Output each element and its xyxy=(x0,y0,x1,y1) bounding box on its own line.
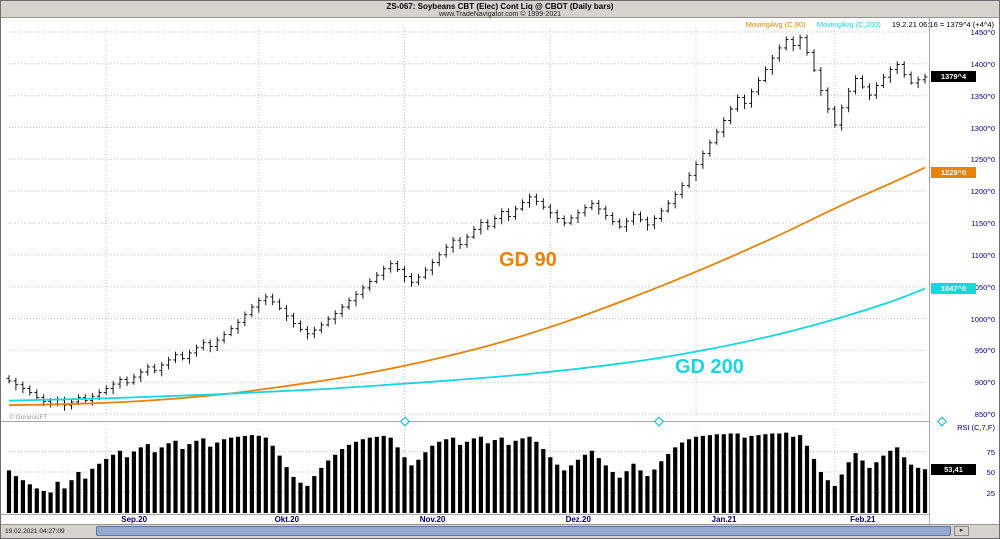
x-axis-month-label: Jan.21 xyxy=(711,515,737,524)
x-axis-month-label: Dez.20 xyxy=(565,515,591,524)
last-price-badge: 1379^4 xyxy=(931,71,976,83)
ma200-value-badge: 1047^0 xyxy=(931,283,976,295)
divider-diamond-icon[interactable] xyxy=(400,416,410,427)
rsi-histogram xyxy=(6,432,928,513)
rsi-value-badge: 53,41 xyxy=(931,463,976,475)
rsi-tick-label: 50 xyxy=(986,468,995,477)
genesis-watermark: © GenesisFT xyxy=(9,414,48,421)
horizontal-scrollbar-thumb[interactable] xyxy=(96,526,951,536)
legend: MovingAvg (C,90) MovingAvg (C,200) 19.2.… xyxy=(737,20,994,29)
x-axis-month-label: Sep.20 xyxy=(121,515,148,524)
price-tick-label: 1050^0 xyxy=(970,282,995,292)
x-axis-month-label: Okt.20 xyxy=(274,515,300,524)
price-tick-label: 1200^0 xyxy=(970,187,995,197)
price-tick-label: 1400^0 xyxy=(970,59,995,69)
rsi-tick-label: 25 xyxy=(986,488,995,498)
price-tick-label: 950^0 xyxy=(974,346,995,356)
price-tick-label: 900^0 xyxy=(974,378,995,388)
chart-header: ZS-067: Soybeans CBT (Elec) Cont Liq @ C… xyxy=(1,1,999,18)
arrow-right-icon: ▸ xyxy=(959,527,964,534)
bottom-scrollbar-area: 19.02.2021 04:27:09 ▸ xyxy=(1,524,999,538)
panel-separators xyxy=(1,18,947,526)
status-timestamp: 19.02.2021 04:27:09 xyxy=(5,528,65,535)
x-axis-month-label: Nov.20 xyxy=(419,515,446,524)
divider-diamond-icon[interactable] xyxy=(937,416,947,427)
annotation-gd200: GD 200 xyxy=(675,356,744,378)
price-bars xyxy=(6,34,928,411)
price-tick-label: 850^0 xyxy=(974,410,995,419)
price-tick-label: 1300^0 xyxy=(970,123,995,133)
price-tick-label: 1150^0 xyxy=(971,219,995,228)
price-tick-label: 1250^0 xyxy=(970,155,995,165)
legend-ma90[interactable]: MovingAvg (C,90) xyxy=(745,20,806,29)
chart-title: ZS-067: Soybeans CBT (Elec) Cont Liq @ C… xyxy=(386,2,614,11)
ma90-value-badge: 1229^0 xyxy=(931,167,976,179)
rsi-label: RSI (C,7,F) xyxy=(957,423,995,432)
price-tick-label: 1350^0 xyxy=(970,91,995,101)
rsi-tick-label: 75 xyxy=(986,447,995,457)
legend-ma200[interactable]: MovingAvg (C,200) xyxy=(816,20,881,29)
price-tick-label: 1100^0 xyxy=(971,250,995,260)
price-tick-label: 1450^0 xyxy=(970,28,995,37)
legend-quote: 19.2.21 06:16 = 1379^4 (+4^4) xyxy=(891,20,994,29)
annotation-gd90: GD 90 xyxy=(499,249,557,271)
ma200-line xyxy=(8,287,926,402)
x-axis-month-label: Feb.21 xyxy=(850,515,876,524)
scrollbar-button[interactable]: ▸ xyxy=(954,526,969,536)
chart-subtitle: www.TradeNavigator.com © 1999-2021 xyxy=(438,11,561,18)
ma90-line xyxy=(8,166,926,406)
price-tick-label: 1000^0 xyxy=(970,314,995,324)
divider-diamond-icon[interactable] xyxy=(654,416,664,427)
